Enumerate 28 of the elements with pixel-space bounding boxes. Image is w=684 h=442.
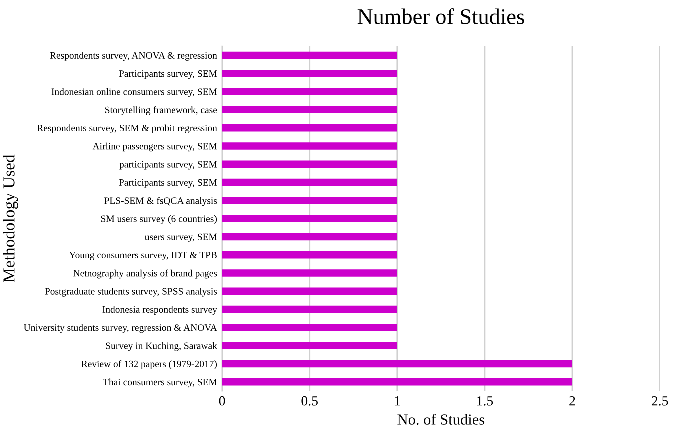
- y-tick-label: SM users survey (6 countries): [101, 215, 218, 224]
- chart-title: Number of Studies: [358, 8, 524, 24]
- x-tick-label: 1: [395, 396, 400, 406]
- y-tick-label: Thai consumers survey, SEM: [103, 378, 218, 388]
- y-tick-label: Netnography analysis of brand pages: [74, 270, 218, 279]
- x-tick-label: 2: [570, 396, 576, 406]
- y-tick-label: Indonesia respondents survey: [102, 306, 218, 315]
- x-tick-label: 2.5: [652, 396, 668, 406]
- y-tick-label: users survey, SEM: [145, 234, 218, 242]
- y-tick-label: Indonesian online consumers survey, SEM: [52, 88, 218, 98]
- y-tick-label: Airline passengers survey, SEM: [92, 142, 218, 152]
- y-tick-label: Postgraduate students survey, SPSS analysis: [45, 288, 218, 297]
- y-tick-label: participants survey, SEM: [120, 161, 218, 170]
- y-tick-label: Young consumers survey, IDT & TPB: [69, 252, 217, 261]
- y-tick-label: Participants survey, SEM: [119, 179, 218, 188]
- y-tick-label: Review of 132 papers (1979-2017): [82, 360, 218, 370]
- y-axis-title: Methodology Used: [3, 154, 18, 282]
- y-tick-label: Survey in Kuching, Sarawak: [106, 342, 218, 352]
- x-axis-title: No. of Studies: [398, 414, 485, 425]
- y-tick-label: Storytelling framework, case: [106, 106, 218, 116]
- y-tick-label: University students survey, regression & ANOVA: [24, 324, 218, 334]
- x-tick-label: 0: [219, 396, 226, 406]
- x-tick-label: 1.5: [477, 396, 494, 406]
- y-tick-label: Participants survey, SEM: [119, 70, 218, 80]
- y-tick-label: Respondents survey, SEM & probit regression: [37, 124, 218, 134]
- y-tick-label: Respondents survey, ANOVA & regression: [50, 52, 218, 61]
- x-tick-label: 0.5: [302, 396, 318, 406]
- y-tick-label: PLS-SEM & fsQCA analysis: [104, 197, 218, 206]
